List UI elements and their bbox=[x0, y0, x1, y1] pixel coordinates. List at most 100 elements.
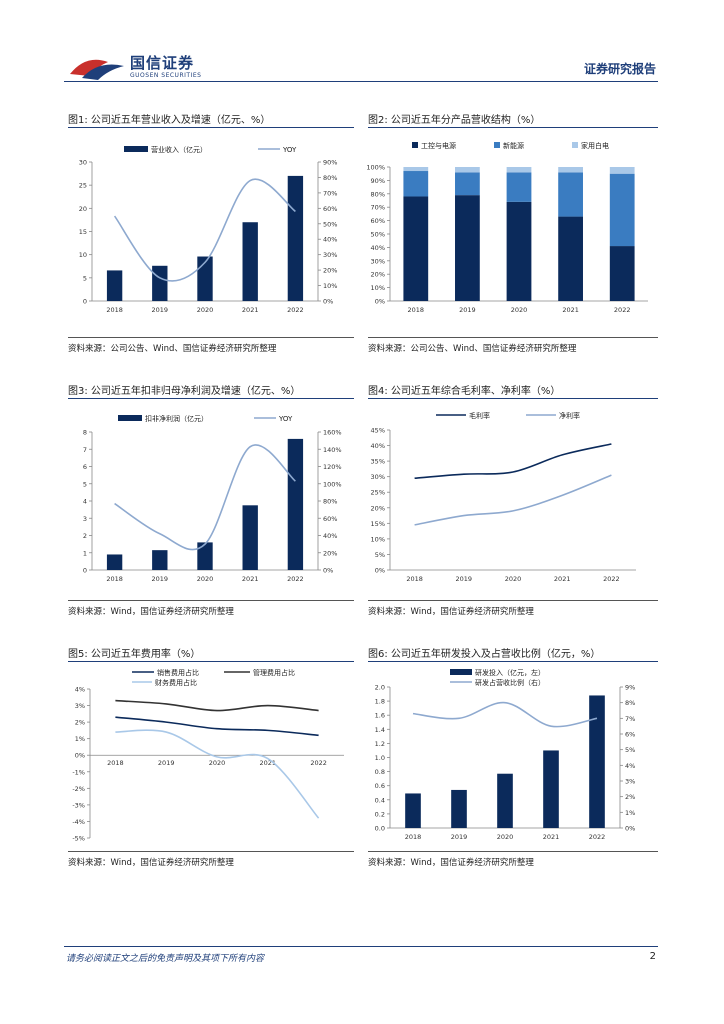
y-tick-label-right: 160% bbox=[323, 429, 342, 437]
bar bbox=[543, 750, 559, 828]
x-tick-label: 2020 bbox=[197, 306, 214, 314]
x-tick-label: 2019 bbox=[152, 306, 169, 314]
footer-disclaimer: 请务必阅读正文之后的免责声明及其项下所有内容 bbox=[66, 954, 265, 964]
figure-3-title: 图3: 公司近五年扣非归母净利润及增速（亿元、%） bbox=[68, 386, 301, 397]
y-tick-label-left: 40% bbox=[371, 442, 385, 450]
y-tick-label-right: 20% bbox=[323, 267, 337, 275]
y-tick-label-left: 20 bbox=[79, 205, 87, 213]
y-tick-label-right: 3% bbox=[625, 778, 635, 786]
series-line bbox=[414, 443, 612, 480]
bar bbox=[152, 550, 168, 570]
bar-segment bbox=[558, 216, 583, 301]
x-tick-label: 2022 bbox=[310, 759, 327, 767]
y-tick-label-left: 15% bbox=[371, 520, 385, 528]
legend-label: 净利率 bbox=[559, 411, 580, 420]
y-tick-label-left: 3% bbox=[75, 702, 85, 710]
y-tick-label-left: 1.2 bbox=[375, 740, 385, 748]
y-tick-label-left: 3 bbox=[83, 515, 87, 523]
bar-segment bbox=[506, 201, 532, 301]
y-tick-label-left: 1.0 bbox=[375, 754, 385, 762]
figure-1-source-rule bbox=[68, 337, 354, 338]
figure-4-title: 图4: 公司近五年综合毛利率、净利率（%） bbox=[368, 386, 561, 397]
y-tick-label-left: 1.8 bbox=[375, 698, 385, 706]
y-tick-label-right: 4% bbox=[625, 762, 635, 770]
y-tick-label-left: 4 bbox=[83, 498, 87, 506]
x-tick-label: 2020 bbox=[497, 833, 514, 841]
company-name-cn: 国信证券 bbox=[130, 54, 195, 72]
y-tick-label-left: 70% bbox=[371, 204, 385, 212]
figure-1-title: 图1: 公司近五年营业收入及增速（亿元、%） bbox=[68, 115, 271, 126]
x-tick-label: 2021 bbox=[554, 575, 571, 583]
y-tick-label-left: -2% bbox=[72, 785, 85, 793]
x-tick-label: 2018 bbox=[106, 575, 123, 583]
figure-5-source-rule bbox=[68, 851, 354, 852]
x-tick-label: 2021 bbox=[543, 833, 560, 841]
x-tick-label: 2020 bbox=[505, 575, 522, 583]
y-tick-label-left: 100% bbox=[366, 164, 385, 172]
x-tick-label: 2019 bbox=[152, 575, 169, 583]
figure-6-title: 图6: 公司近五年研发投入及占营收比例（亿元，%） bbox=[368, 649, 601, 660]
y-tick-label-left: 1.4 bbox=[375, 726, 385, 734]
y-tick-label-right: 20% bbox=[323, 549, 337, 557]
x-tick-label: 2020 bbox=[197, 575, 214, 583]
y-tick-label-left: -5% bbox=[72, 835, 85, 843]
bar-segment bbox=[455, 195, 480, 301]
bar bbox=[242, 222, 258, 301]
report-type: 证券研究报告 bbox=[583, 62, 656, 76]
legend-swatch bbox=[412, 142, 418, 148]
y-tick-label-left: 6 bbox=[83, 463, 87, 471]
y-tick-label-left: 50% bbox=[371, 231, 385, 239]
y-tick-label-right: 9% bbox=[625, 684, 635, 692]
y-tick-label-left: 1 bbox=[83, 549, 87, 557]
figure-6-source-rule bbox=[368, 851, 658, 852]
x-tick-label: 2022 bbox=[589, 833, 606, 841]
chart-margins: 0% 5% 10% 15% 20% 25% 30% 35% 40% 45% 2018 2019 2020… bbox=[371, 411, 636, 583]
y-tick-label-right: 5% bbox=[625, 746, 635, 754]
y-tick-label-left: 30 bbox=[79, 159, 87, 167]
y-tick-label-left: 10% bbox=[371, 535, 385, 543]
legend-label: 工控与电源 bbox=[421, 141, 456, 150]
bar bbox=[287, 438, 304, 570]
y-tick-label-left: 0.6 bbox=[375, 782, 385, 790]
x-tick-label: 2018 bbox=[106, 306, 123, 314]
figure-1-source: 资料来源：公司公告、Wind、国信证券经济研究所整理 bbox=[68, 344, 277, 354]
legend-label: 销售费用占比 bbox=[157, 668, 199, 677]
y-tick-label-right: 100% bbox=[323, 480, 342, 488]
bar-segment bbox=[403, 196, 429, 301]
figure-2-rule bbox=[368, 127, 658, 128]
y-tick-label-right: 140% bbox=[323, 446, 342, 454]
chart-expense-ratio: -5% -4% -3% -2% -1% 0% 1% 2% 3% 4% 2018 2019 2020 202… bbox=[72, 668, 344, 843]
bar bbox=[197, 542, 213, 570]
y-tick-label-right: 70% bbox=[323, 189, 337, 197]
x-tick-label: 2021 bbox=[562, 306, 579, 314]
legend-label: 研发占营收比例（右） bbox=[475, 678, 545, 687]
y-tick-label-left: 25 bbox=[79, 182, 87, 190]
footer-rule bbox=[64, 946, 658, 947]
y-tick-label-right: 60% bbox=[323, 515, 337, 523]
figure-5-source: 资料来源：Wind，国信证券经济研究所整理 bbox=[68, 858, 234, 868]
y-tick-label-right: 8% bbox=[625, 699, 635, 707]
x-tick-label: 2022 bbox=[287, 575, 304, 583]
y-tick-label-left: 0.0 bbox=[375, 825, 385, 833]
y-tick-label-left: 45% bbox=[371, 427, 385, 435]
y-tick-label-left: 90% bbox=[371, 177, 385, 185]
bar-segment bbox=[609, 167, 635, 174]
figure-6-source: 资料来源：Wind，国信证券经济研究所整理 bbox=[368, 858, 534, 868]
legend-swatch bbox=[124, 146, 148, 152]
y-tick-label-left: 20% bbox=[371, 504, 385, 512]
y-tick-label-left: 30% bbox=[371, 473, 385, 481]
x-tick-label: 2021 bbox=[242, 575, 259, 583]
legend-label: 研发投入（亿元，左） bbox=[475, 668, 545, 677]
legend-label: 财务费用占比 bbox=[155, 678, 197, 687]
bar bbox=[152, 265, 168, 301]
y-tick-label-right: 1% bbox=[625, 809, 635, 817]
y-tick-label-right: 50% bbox=[323, 220, 337, 228]
y-tick-label-left: 0% bbox=[375, 567, 385, 575]
figure-1-rule bbox=[68, 127, 354, 128]
y-tick-label-right: 40% bbox=[323, 532, 337, 540]
x-tick-label: 2020 bbox=[511, 306, 528, 314]
x-tick-label: 2019 bbox=[456, 575, 473, 583]
y-tick-label-right: 120% bbox=[323, 463, 342, 471]
series-line bbox=[412, 701, 598, 728]
y-tick-label-left: 0.8 bbox=[375, 768, 385, 776]
